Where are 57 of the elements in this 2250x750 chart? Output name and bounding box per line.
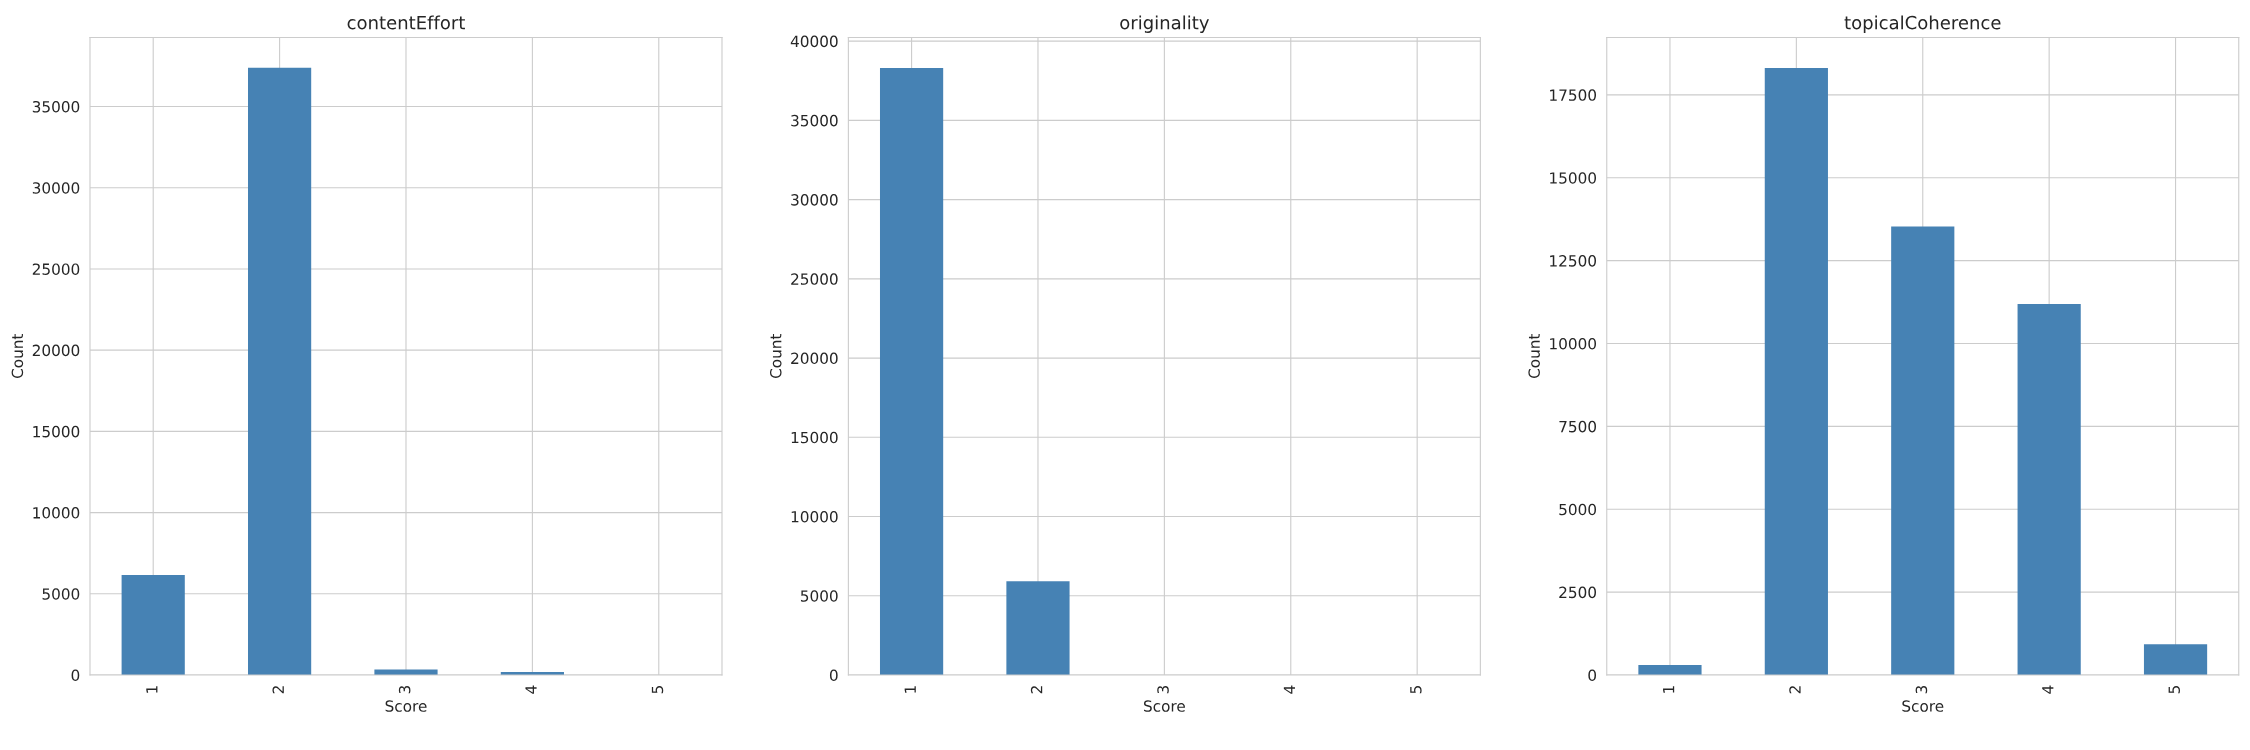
y-axis-title: Count — [769, 333, 782, 379]
bar — [2143, 644, 2208, 675]
y-tick-label: 30000 — [791, 194, 838, 206]
bar — [248, 67, 312, 675]
y-tick-label: 0 — [1588, 669, 1597, 682]
x-tick-label: 5 — [1410, 686, 1422, 694]
x-tick-label: 2 — [1789, 686, 1801, 694]
y-tick-label: 10000 — [1550, 337, 1597, 350]
y-axis-title: Count — [1528, 333, 1540, 379]
y-tick-label: 10000 — [33, 507, 80, 519]
y-tick-label: 15000 — [1550, 172, 1597, 184]
y-tick-label: 20000 — [791, 352, 838, 365]
y-tick-label: 25000 — [791, 273, 838, 285]
y-tick-label: 2500 — [1559, 586, 1597, 599]
y-tick-label: 10000 — [791, 511, 838, 523]
x-tick-label: 2 — [1030, 686, 1043, 694]
x-tick-label: 2 — [272, 686, 284, 694]
x-tick-label: 1 — [904, 686, 916, 693]
bar — [1891, 226, 1955, 675]
x-tick-label: 4 — [2042, 685, 2054, 694]
chart-title: topicalCoherence — [1844, 15, 2001, 33]
x-tick-label: 1 — [146, 686, 158, 693]
x-axis-title: Score — [1143, 700, 1185, 712]
y-tick-label: 15000 — [33, 425, 80, 438]
x-tick-label: 5 — [2168, 686, 2180, 694]
x-axis-title: Score — [1902, 700, 1944, 712]
y-tick-label: 12500 — [1550, 255, 1597, 267]
x-tick-label: 4 — [1283, 685, 1295, 694]
bar — [1638, 665, 1702, 675]
y-tick-label: 0 — [829, 669, 838, 682]
bar — [2017, 304, 2081, 675]
y-tick-label: 35000 — [791, 114, 838, 127]
x-tick-label: 3 — [1157, 685, 1169, 694]
y-tick-label: 5000 — [800, 590, 838, 602]
chart-title: originality — [1120, 15, 1209, 33]
bar — [1764, 68, 1828, 675]
x-tick-label: 5 — [651, 686, 664, 694]
y-tick-label: 20000 — [32, 344, 80, 357]
bar — [121, 574, 185, 675]
y-tick-label: 17500 — [1550, 89, 1597, 101]
x-tick-label: 3 — [398, 685, 411, 694]
y-tick-label: 0 — [71, 669, 80, 682]
bar — [374, 669, 438, 675]
y-tick-label: 7500 — [1559, 420, 1597, 433]
x-tick-label: 4 — [525, 685, 537, 694]
y-tick-label: 30000 — [32, 182, 80, 194]
y-tick-label: 15000 — [791, 431, 838, 444]
y-tick-label: 35000 — [32, 100, 80, 113]
y-axis-title: Count — [11, 333, 24, 379]
y-tick-label: 5000 — [42, 588, 80, 600]
y-tick-label: 40000 — [790, 35, 838, 48]
y-tick-label: 5000 — [1559, 503, 1597, 516]
x-tick-label: 3 — [1915, 685, 1928, 694]
x-axis-title: Score — [385, 700, 427, 712]
y-tick-label: 25000 — [32, 263, 80, 275]
chart-title: contentEffort — [347, 15, 465, 30]
x-tick-label: 1 — [1663, 686, 1675, 693]
